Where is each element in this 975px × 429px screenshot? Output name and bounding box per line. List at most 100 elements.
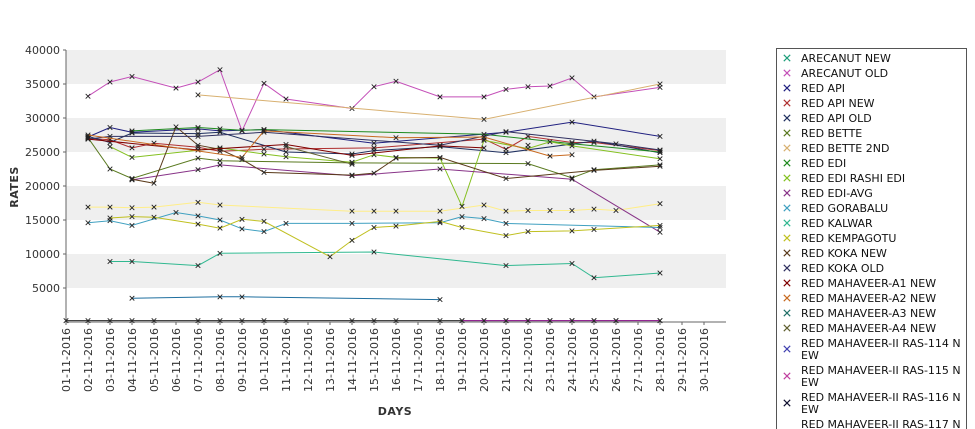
x-tick-label: 09-11-2016 xyxy=(236,328,249,392)
data-point xyxy=(349,220,355,227)
data-point xyxy=(481,116,487,122)
x-tick-label: 04-11-2016 xyxy=(126,328,139,392)
x-tick-label: 15-11-2016 xyxy=(368,328,381,392)
data-point xyxy=(525,160,531,167)
data-point xyxy=(217,294,223,300)
legend-marker-icon xyxy=(783,294,791,302)
legend-marker-icon xyxy=(783,99,791,107)
legend-label: RED MAHAVEER-II RAS-115 N xyxy=(801,364,961,377)
data-point xyxy=(261,151,267,157)
data-point xyxy=(107,258,113,265)
legend-label: RED MAHAVEER-A4 NEW xyxy=(801,322,936,335)
data-point xyxy=(129,128,135,134)
legend-marker-icon xyxy=(783,189,791,197)
data-point xyxy=(547,139,553,145)
data-point xyxy=(569,228,575,234)
data-point xyxy=(217,162,223,168)
series-8 xyxy=(107,137,663,210)
data-point xyxy=(107,318,113,324)
axes xyxy=(63,49,726,325)
data-point xyxy=(437,94,443,100)
y-axis-tick-labels: 5000 10000 15000 20000 25000 30000 35000 40000 xyxy=(25,44,60,295)
data-point xyxy=(261,169,267,176)
data-point xyxy=(525,207,531,214)
x-tick-label: 24-11-2016 xyxy=(566,328,579,392)
legend-label: RED KOKA NEW xyxy=(801,247,887,260)
data-point xyxy=(481,134,487,140)
data-point xyxy=(569,143,575,149)
x-tick-label: 28-11-2016 xyxy=(654,328,667,392)
data-point xyxy=(525,142,531,148)
data-point xyxy=(657,318,663,324)
data-point xyxy=(63,318,69,324)
data-point xyxy=(195,318,201,324)
x-tick-label: 14-11-2016 xyxy=(346,328,359,392)
data-point xyxy=(261,218,267,224)
data-point xyxy=(393,223,399,229)
data-point xyxy=(613,207,619,214)
legend-label: ARECANUT NEW xyxy=(801,52,891,65)
data-point xyxy=(129,318,135,324)
data-point xyxy=(217,250,223,256)
legend-label-cont: EW xyxy=(801,349,819,362)
y-tick-label: 10000 xyxy=(25,248,60,261)
legend-label: RED MAHAVEER-II RAS-116 N xyxy=(801,391,961,404)
data-point xyxy=(459,203,465,210)
data-point xyxy=(349,318,355,324)
data-point xyxy=(129,295,135,301)
data-point xyxy=(657,222,663,229)
data-point xyxy=(261,228,267,235)
data-point xyxy=(657,133,663,139)
series-16 xyxy=(85,128,575,161)
data-point xyxy=(195,92,201,98)
data-point xyxy=(261,128,267,134)
data-point xyxy=(613,141,619,147)
data-point xyxy=(107,79,113,85)
series-14 xyxy=(85,128,663,153)
data-point xyxy=(239,127,245,133)
legend-label: RED MAHAVEER-A3 NEW xyxy=(801,307,936,320)
data-point xyxy=(239,226,245,232)
data-point xyxy=(371,249,377,255)
data-point xyxy=(195,155,201,161)
data-point xyxy=(569,119,575,125)
legend-marker-icon xyxy=(783,234,791,242)
data-point xyxy=(437,318,443,324)
legend-label-partial: RED MAHAVEER-II RAS-117 N xyxy=(801,418,961,429)
series-lines xyxy=(63,67,663,324)
x-axis-tick-labels: 01-11-2016 02-11-2016 03-11-2016 04-11-2016… xyxy=(60,328,711,392)
series-17 xyxy=(525,142,531,148)
y-tick-label: 25000 xyxy=(25,146,60,159)
legend: ARECANUT NEW ARECANUT OLD RED API RED API N… xyxy=(776,48,967,429)
data-point xyxy=(85,204,91,210)
data-point xyxy=(129,205,135,211)
data-point xyxy=(239,128,245,134)
y-tick-label: 15000 xyxy=(25,214,60,227)
legend-label: RED KALWAR xyxy=(801,217,873,230)
series-12 xyxy=(107,213,663,260)
data-point xyxy=(371,84,377,90)
series-5-line xyxy=(87,137,661,180)
data-point xyxy=(129,222,135,229)
data-point xyxy=(503,175,509,182)
x-tick-label: 23-11-2016 xyxy=(544,328,557,392)
series-13 xyxy=(129,124,663,186)
x-tick-label: 19-11-2016 xyxy=(456,328,469,392)
grid-band xyxy=(66,186,726,220)
series-14-line xyxy=(87,131,661,151)
legend-label-cont: EW xyxy=(801,403,819,416)
x-tick-label: 25-11-2016 xyxy=(588,328,601,392)
legend-marker-icon xyxy=(783,279,791,287)
data-point xyxy=(437,166,443,172)
data-point xyxy=(85,136,91,142)
x-tick-label: 01-11-2016 xyxy=(60,328,73,392)
data-point xyxy=(195,262,201,269)
series-1-line xyxy=(87,68,661,133)
data-point xyxy=(151,180,157,186)
legend-marker-icon xyxy=(783,84,791,92)
data-point xyxy=(547,153,553,159)
series-unlabeled-1 xyxy=(129,294,443,303)
data-point xyxy=(195,213,201,219)
data-point xyxy=(283,220,289,227)
series-7-line xyxy=(131,126,661,153)
